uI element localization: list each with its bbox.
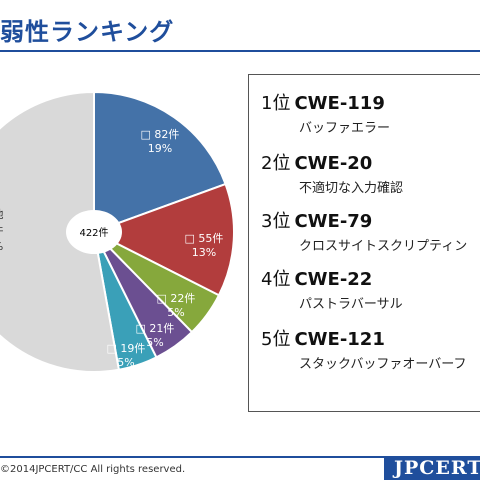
rank-position: 5位 (261, 329, 291, 350)
pie-slice-count: □ 55件 (185, 232, 224, 245)
cwe-name: バッファエラー (299, 121, 391, 136)
pie-slice-count: □ 82件 (141, 128, 180, 141)
copyright-text: ©2014JPCERT/CC All rights reserved. (0, 464, 186, 475)
pie-slice (91, 182, 235, 297)
pie-slice (93, 90, 227, 234)
pie-slice-percent: 5% (146, 336, 163, 349)
cwe-name: スタックバッファオーバーフ (299, 357, 467, 372)
cwe-code: CWE-20 (294, 153, 373, 174)
ranking-item-2: 2位 CWE-20 不適切な入力確認 (261, 149, 403, 196)
cwe-code: CWE-79 (294, 211, 373, 232)
pie-total-label: 422件 (79, 227, 108, 239)
rank-position: 1位 (261, 93, 291, 114)
ranking-item-1: 1位 CWE-119 バッファエラー (261, 89, 390, 136)
pie-slice-name: 他 (0, 208, 4, 221)
cwe-name: クロスサイトスクリプティン (299, 239, 468, 254)
pie-slice-percent: 5% (167, 306, 184, 319)
pie-slice-count: 件 (0, 224, 4, 237)
logo-text: JPCERT (394, 457, 480, 479)
ranking-item-4: 4位 CWE-22 パストラバーサル (261, 265, 403, 312)
ranking-list: 1位 CWE-119 バッファエラー 2位 CWE-20 不適切な入力確認 3位 CW… (248, 74, 480, 412)
pie-slice-count: □ 22件 (157, 292, 196, 305)
jpcert-logo: JPCERT (384, 456, 480, 480)
footer-divider (0, 456, 390, 458)
pie-slice-count: □ 19件 (107, 342, 146, 355)
title-divider (0, 50, 480, 52)
cwe-name: 不適切な入力確認 (299, 181, 404, 196)
cwe-code: CWE-119 (294, 93, 385, 114)
pie-slice-percent: 5% (117, 356, 134, 369)
cwe-name: パストラバーサル (299, 297, 403, 312)
ranking-item-3: 3位 CWE-79 クロスサイトスクリプティン (261, 207, 467, 254)
pie-slice-percent: 13% (192, 246, 216, 259)
rank-position: 2位 (261, 153, 291, 174)
cwe-code: CWE-121 (294, 329, 385, 350)
pie-slice-percent: % (0, 240, 3, 253)
pie-slice (0, 90, 121, 373)
rank-position: 3位 (261, 211, 291, 232)
pie-slice-percent: 19% (148, 142, 172, 155)
pie-slice-count: □ 21件 (136, 322, 175, 335)
ranking-item-5: 5位 CWE-121 スタックバッファオーバーフ (261, 325, 466, 372)
cwe-code: CWE-22 (294, 269, 373, 290)
pie-center (66, 210, 122, 254)
page-title: 弱性ランキング (0, 18, 175, 46)
rank-position: 4位 (261, 269, 291, 290)
